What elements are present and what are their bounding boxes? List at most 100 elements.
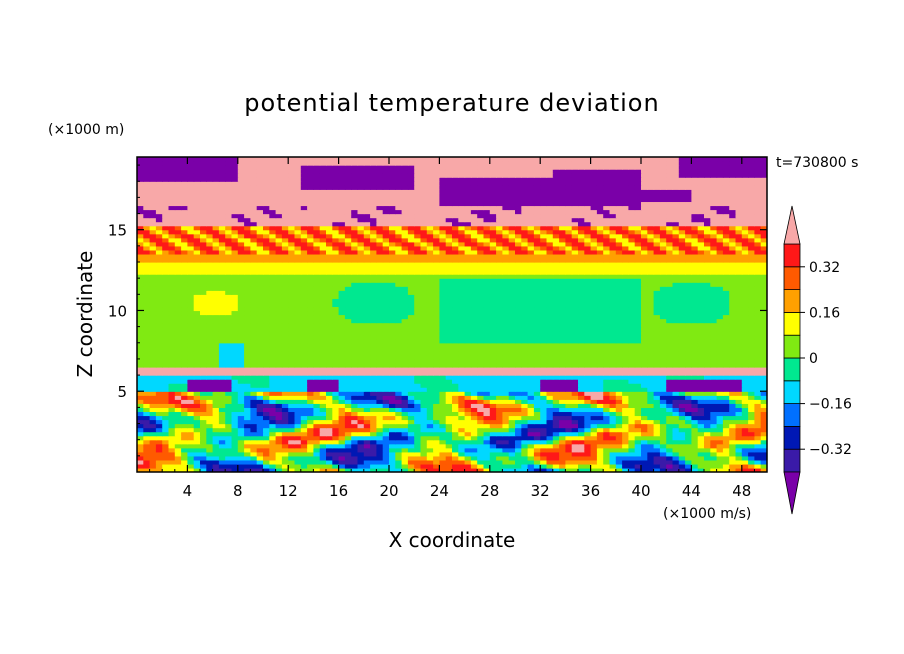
field-cell bbox=[527, 346, 535, 352]
field-cell bbox=[382, 455, 390, 461]
field-cell bbox=[143, 439, 151, 445]
field-cell bbox=[659, 447, 667, 453]
field-cell bbox=[244, 290, 251, 295]
field-cell bbox=[269, 435, 277, 441]
field-cell bbox=[401, 443, 409, 449]
field-cell bbox=[433, 415, 440, 421]
field-cell bbox=[218, 350, 226, 356]
field-cell bbox=[489, 415, 497, 421]
field-cell bbox=[659, 282, 667, 287]
field-cell bbox=[458, 427, 466, 433]
field-cell bbox=[407, 282, 415, 287]
field-cell bbox=[231, 310, 239, 316]
field-cell bbox=[212, 330, 220, 336]
field-cell bbox=[603, 306, 611, 312]
field-cell bbox=[326, 407, 333, 413]
field-cell bbox=[741, 415, 749, 421]
field-cell bbox=[578, 419, 585, 425]
field-cell bbox=[307, 326, 314, 332]
field-cell bbox=[527, 354, 535, 360]
field-cell bbox=[704, 463, 711, 469]
field-cell bbox=[143, 318, 151, 324]
field-cell bbox=[722, 407, 730, 413]
field-cell bbox=[590, 334, 598, 340]
field-cell bbox=[754, 447, 762, 453]
field-cell bbox=[729, 375, 737, 380]
field-cell bbox=[634, 354, 642, 360]
field-cell bbox=[231, 411, 239, 417]
field-cell bbox=[496, 403, 503, 408]
field-cell bbox=[722, 318, 730, 324]
field-cell bbox=[546, 435, 554, 441]
field-cell bbox=[143, 431, 151, 437]
field-cell bbox=[641, 443, 648, 449]
field-cell bbox=[647, 367, 655, 372]
field-cell bbox=[168, 282, 176, 287]
field-cell bbox=[376, 334, 384, 340]
field-cell bbox=[609, 383, 617, 388]
field-cell bbox=[137, 318, 144, 324]
field-cell bbox=[407, 391, 415, 396]
field-cell bbox=[527, 439, 535, 445]
field-cell bbox=[193, 334, 201, 340]
field-cell bbox=[420, 375, 428, 380]
field-cell bbox=[200, 362, 207, 368]
field-cell bbox=[168, 435, 176, 441]
field-cell bbox=[527, 423, 535, 429]
field-cell bbox=[452, 286, 459, 291]
field-cell bbox=[722, 439, 730, 445]
field-cell bbox=[300, 467, 308, 472]
field-cell bbox=[527, 314, 535, 320]
field-cell bbox=[710, 270, 718, 275]
field-cell bbox=[168, 455, 176, 461]
field-cell bbox=[452, 282, 459, 287]
field-cell bbox=[552, 326, 560, 332]
field-cell bbox=[571, 451, 579, 457]
field-cell bbox=[477, 338, 485, 344]
field-cell bbox=[571, 306, 579, 312]
field-cell bbox=[584, 278, 592, 283]
field-cell bbox=[250, 375, 258, 380]
field-cell bbox=[174, 427, 182, 433]
field-cell bbox=[181, 399, 188, 404]
field-cell bbox=[546, 431, 554, 437]
field-cell bbox=[477, 371, 485, 376]
field-cell bbox=[458, 310, 466, 316]
field-cell bbox=[445, 451, 453, 457]
field-cell bbox=[269, 334, 277, 340]
field-cell bbox=[319, 290, 327, 295]
field-cell bbox=[137, 439, 144, 445]
field-cell bbox=[603, 395, 611, 400]
field-cell bbox=[420, 447, 428, 453]
field-cell bbox=[515, 411, 522, 417]
field-cell bbox=[307, 455, 314, 461]
field-cell bbox=[326, 302, 333, 308]
field-cell bbox=[672, 294, 680, 299]
field-cell bbox=[741, 395, 749, 400]
field-cell bbox=[439, 411, 447, 417]
field-cell bbox=[168, 451, 176, 457]
field-cell bbox=[326, 310, 333, 316]
field-cell bbox=[389, 431, 396, 437]
field-cell bbox=[521, 334, 529, 340]
field-cell bbox=[647, 451, 655, 457]
field-cell bbox=[313, 439, 321, 445]
field-cell bbox=[622, 375, 629, 380]
field-cell bbox=[754, 387, 762, 392]
field-cell bbox=[609, 391, 617, 396]
field-cell bbox=[691, 459, 699, 465]
field-cell bbox=[729, 423, 737, 429]
field-cell bbox=[439, 379, 447, 384]
field-cell bbox=[666, 322, 674, 328]
field-cell bbox=[641, 447, 648, 453]
field-cell bbox=[357, 278, 365, 283]
field-cell bbox=[370, 407, 377, 413]
field-cell bbox=[496, 362, 503, 368]
field-cell bbox=[477, 391, 485, 396]
field-cell bbox=[357, 310, 365, 316]
field-cell bbox=[370, 294, 377, 299]
field-cell bbox=[590, 387, 598, 392]
field-cell bbox=[622, 286, 629, 291]
field-cell bbox=[206, 399, 214, 404]
field-cell bbox=[483, 338, 491, 344]
